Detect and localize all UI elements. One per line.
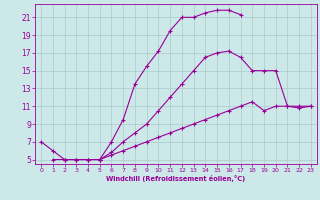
X-axis label: Windchill (Refroidissement éolien,°C): Windchill (Refroidissement éolien,°C) bbox=[106, 175, 246, 182]
